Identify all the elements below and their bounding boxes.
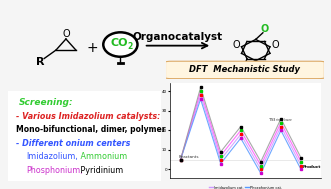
Text: O: O bbox=[272, 40, 279, 50]
Circle shape bbox=[103, 32, 137, 57]
Text: Mono-bifunctional, dimer, polymer: Mono-bifunctional, dimer, polymer bbox=[16, 125, 166, 134]
Text: Pyridinium: Pyridinium bbox=[78, 166, 123, 175]
Text: Phosphonium,: Phosphonium, bbox=[26, 166, 83, 175]
Text: DFT  Mechanistic Study: DFT Mechanistic Study bbox=[189, 65, 301, 74]
Text: Organocatalyst: Organocatalyst bbox=[133, 32, 223, 42]
FancyBboxPatch shape bbox=[166, 61, 324, 79]
Text: Imidazolium,: Imidazolium, bbox=[26, 153, 78, 161]
Text: +: + bbox=[87, 41, 98, 55]
Text: Reactants: Reactants bbox=[178, 155, 199, 159]
Text: TS3$_{ring\ closure}$: TS3$_{ring\ closure}$ bbox=[268, 116, 294, 125]
Text: Ammonium: Ammonium bbox=[78, 153, 127, 161]
Text: O: O bbox=[232, 40, 240, 50]
Legend: Imidazolium cat., Ammonium cat., Phosphonium cat., Pyridinium cat.: Imidazolium cat., Ammonium cat., Phospho… bbox=[208, 184, 284, 189]
Text: O: O bbox=[62, 29, 70, 39]
Text: Screening:: Screening: bbox=[19, 98, 73, 107]
FancyBboxPatch shape bbox=[5, 89, 164, 183]
Text: Product: Product bbox=[303, 165, 321, 169]
Text: CO: CO bbox=[110, 38, 127, 48]
Text: - Various Imidazolium catalysts:: - Various Imidazolium catalysts: bbox=[16, 112, 160, 121]
Text: - Different onium centers: - Different onium centers bbox=[16, 139, 130, 148]
Text: 2: 2 bbox=[127, 42, 132, 51]
Text: R: R bbox=[35, 57, 44, 67]
Text: R: R bbox=[240, 67, 248, 77]
Text: O: O bbox=[261, 24, 269, 34]
